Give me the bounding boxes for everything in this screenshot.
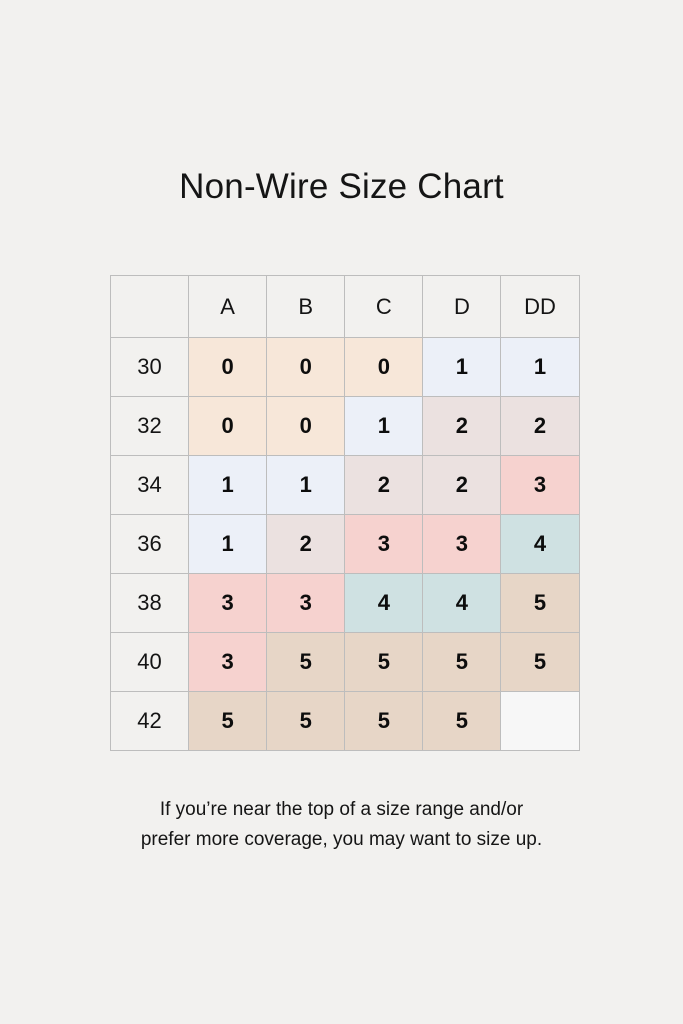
table-row: 30 0 0 0 1 1 [109, 337, 580, 397]
cell-30-d: 1 [422, 337, 502, 397]
cell-42-d: 5 [422, 691, 502, 751]
sizing-note: If you’re near the top of a size range a… [0, 795, 683, 855]
table-body: 30 0 0 0 1 1 32 0 0 1 2 2 34 1 [109, 337, 580, 751]
row-label-38: 38 [109, 573, 190, 633]
cell-40-b: 5 [266, 632, 346, 692]
table-row: 38 3 3 4 4 5 [109, 573, 580, 633]
table-row: 40 3 5 5 5 5 [109, 632, 580, 692]
cell-42-dd [500, 691, 580, 751]
cell-32-a: 0 [188, 396, 268, 456]
cell-40-c: 5 [344, 632, 424, 692]
cell-38-b: 3 [266, 573, 346, 633]
cell-34-c: 2 [344, 455, 424, 515]
cell-30-c: 0 [344, 337, 424, 397]
row-label-34: 34 [109, 455, 190, 515]
cell-42-b: 5 [266, 691, 346, 751]
cell-40-dd: 5 [500, 632, 580, 692]
table-row: 32 0 0 1 2 2 [109, 396, 580, 456]
size-chart-table: A B C D DD 30 0 0 0 1 1 32 0 [109, 275, 580, 751]
table-row: 42 5 5 5 5 [109, 691, 580, 751]
cell-34-dd: 3 [500, 455, 580, 515]
cell-34-a: 1 [188, 455, 268, 515]
column-header-a: A [188, 275, 268, 338]
cell-38-dd: 5 [500, 573, 580, 633]
cell-38-c: 4 [344, 573, 424, 633]
row-label-42: 42 [109, 691, 190, 751]
column-header-c: C [344, 275, 424, 338]
table-row: 36 1 2 3 3 4 [109, 514, 580, 574]
cell-34-b: 1 [266, 455, 346, 515]
cell-32-d: 2 [422, 396, 502, 456]
cell-32-dd: 2 [500, 396, 580, 456]
row-label-40: 40 [109, 632, 190, 692]
cell-42-c: 5 [344, 691, 424, 751]
column-header-dd: DD [500, 275, 580, 338]
cell-42-a: 5 [188, 691, 268, 751]
column-header-b: B [266, 275, 346, 338]
row-label-36: 36 [109, 514, 190, 574]
page-title: Non-Wire Size Chart [179, 167, 504, 206]
cell-34-d: 2 [422, 455, 502, 515]
cell-36-b: 2 [266, 514, 346, 574]
cell-38-d: 4 [422, 573, 502, 633]
cell-36-dd: 4 [500, 514, 580, 574]
cell-40-a: 3 [188, 632, 268, 692]
cell-36-c: 3 [344, 514, 424, 574]
column-header-d: D [422, 275, 502, 338]
sizing-note-line-2: prefer more coverage, you may want to si… [140, 829, 543, 850]
header-row: A B C D DD [109, 275, 580, 338]
cell-40-d: 5 [422, 632, 502, 692]
cell-30-dd: 1 [500, 337, 580, 397]
size-chart-table-container: A B C D DD 30 0 0 0 1 1 32 0 [109, 275, 580, 751]
corner-header-cell [109, 275, 190, 338]
cell-36-a: 1 [188, 514, 268, 574]
cell-32-b: 0 [266, 396, 346, 456]
row-label-30: 30 [109, 337, 190, 397]
cell-30-b: 0 [266, 337, 346, 397]
cell-30-a: 0 [188, 337, 268, 397]
cell-32-c: 1 [344, 396, 424, 456]
table-row: 34 1 1 2 2 3 [109, 455, 580, 515]
table-header: A B C D DD [109, 275, 580, 338]
row-label-32: 32 [109, 396, 190, 456]
sizing-note-line-1: If you’re near the top of a size range a… [159, 799, 524, 820]
cell-36-d: 3 [422, 514, 502, 574]
cell-38-a: 3 [188, 573, 268, 633]
